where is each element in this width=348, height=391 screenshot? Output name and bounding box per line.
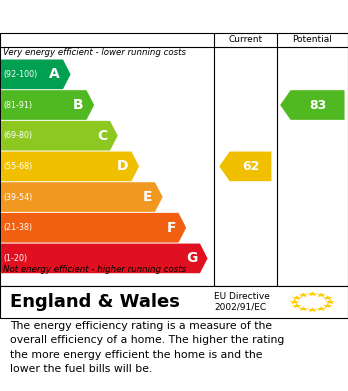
Text: G: G: [186, 251, 197, 265]
Text: (1-20): (1-20): [3, 254, 27, 263]
Polygon shape: [316, 306, 327, 311]
Polygon shape: [1, 121, 118, 151]
Polygon shape: [1, 213, 186, 242]
Polygon shape: [307, 291, 318, 296]
Text: EU Directive
2002/91/EC: EU Directive 2002/91/EC: [214, 292, 270, 312]
Polygon shape: [292, 303, 302, 308]
Polygon shape: [316, 292, 327, 297]
Polygon shape: [1, 152, 139, 181]
Text: 62: 62: [242, 160, 259, 173]
Text: The energy efficiency rating is a measure of the
overall efficiency of a home. T: The energy efficiency rating is a measur…: [10, 321, 285, 374]
Text: E: E: [143, 190, 152, 204]
Polygon shape: [322, 296, 333, 300]
Text: 83: 83: [309, 99, 326, 111]
Polygon shape: [298, 306, 309, 311]
Text: (81-91): (81-91): [3, 100, 33, 109]
Text: Energy Efficiency Rating: Energy Efficiency Rating: [10, 9, 213, 24]
Text: Not energy efficient - higher running costs: Not energy efficient - higher running co…: [3, 265, 187, 274]
Polygon shape: [307, 307, 318, 312]
Text: C: C: [97, 129, 107, 143]
Polygon shape: [298, 292, 309, 297]
Text: B: B: [73, 98, 84, 112]
Polygon shape: [1, 90, 94, 120]
Polygon shape: [289, 300, 300, 304]
Text: Potential: Potential: [292, 36, 332, 45]
Text: Very energy efficient - lower running costs: Very energy efficient - lower running co…: [3, 48, 187, 57]
Text: A: A: [49, 67, 60, 81]
Text: (69-80): (69-80): [3, 131, 33, 140]
Polygon shape: [1, 59, 71, 89]
Text: England & Wales: England & Wales: [10, 293, 180, 311]
Polygon shape: [325, 300, 335, 304]
Polygon shape: [280, 90, 345, 120]
Text: (39-54): (39-54): [3, 192, 33, 201]
Text: D: D: [117, 160, 129, 173]
Text: F: F: [166, 221, 176, 235]
Polygon shape: [292, 296, 302, 300]
Text: Current: Current: [228, 36, 262, 45]
Text: (21-38): (21-38): [3, 223, 33, 232]
Polygon shape: [1, 244, 208, 273]
Text: (55-68): (55-68): [3, 162, 33, 171]
Polygon shape: [1, 182, 163, 212]
Polygon shape: [219, 152, 271, 181]
Polygon shape: [322, 303, 333, 308]
Text: (92-100): (92-100): [3, 70, 38, 79]
